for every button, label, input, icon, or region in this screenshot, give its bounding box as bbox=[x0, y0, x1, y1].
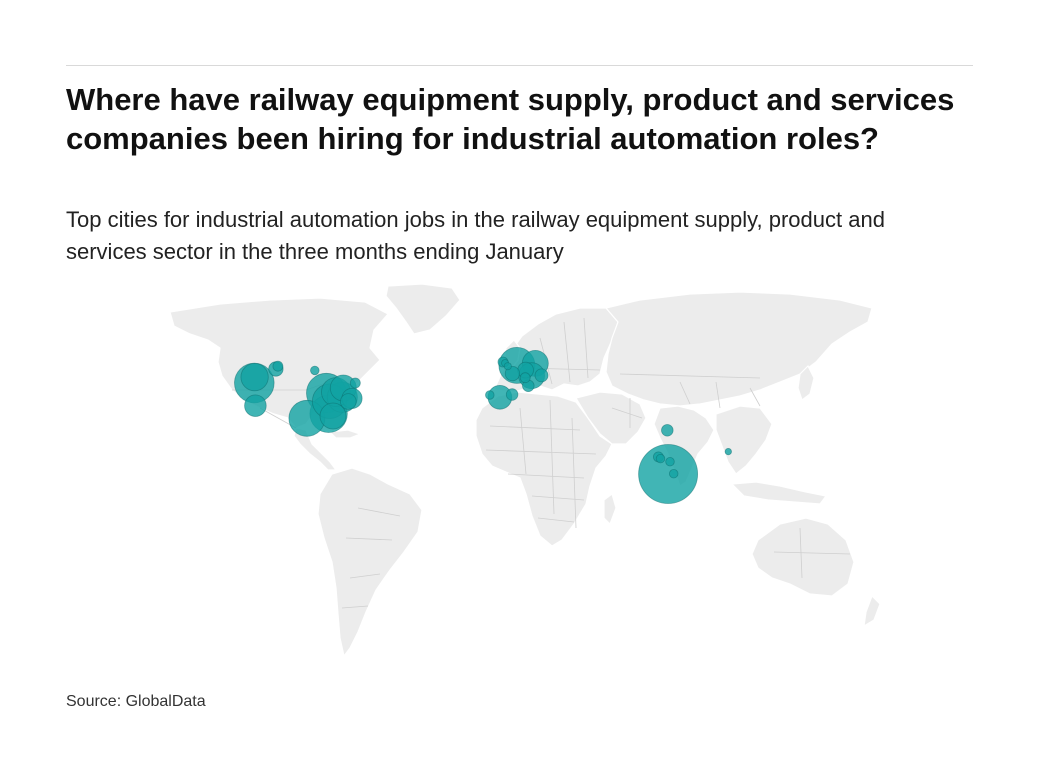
city-bubble bbox=[661, 424, 674, 437]
city-bubble bbox=[272, 360, 284, 372]
city-bubble bbox=[340, 393, 357, 410]
world-map-svg bbox=[169, 283, 880, 658]
land-australia bbox=[751, 517, 855, 597]
land-greenland bbox=[385, 283, 461, 335]
city-bubble bbox=[638, 444, 699, 504]
chart-title: Where have railway equipment supply, pro… bbox=[66, 82, 955, 156]
border-middle-east bbox=[611, 398, 643, 428]
border-australia bbox=[773, 527, 851, 579]
city-bubble bbox=[349, 377, 361, 389]
city-bubble bbox=[310, 365, 320, 376]
land-south-america bbox=[317, 467, 423, 658]
city-bubble bbox=[665, 456, 675, 467]
city-bubble bbox=[669, 468, 679, 479]
border-asia bbox=[619, 373, 761, 409]
source-note: Source: GlobalData bbox=[66, 693, 206, 710]
top-divider bbox=[66, 65, 973, 66]
land-japan bbox=[797, 364, 815, 401]
land-new-zealand bbox=[863, 594, 880, 628]
city-bubbles bbox=[234, 347, 732, 504]
city-bubble bbox=[503, 362, 512, 371]
land-russia-asia bbox=[604, 291, 873, 407]
city-bubble bbox=[244, 394, 267, 417]
city-bubble bbox=[534, 368, 549, 383]
border-south-america bbox=[341, 507, 401, 609]
land-central-america bbox=[293, 427, 338, 471]
city-bubble bbox=[485, 390, 495, 400]
land-madagascar bbox=[603, 492, 617, 526]
land-middle-east bbox=[575, 391, 647, 445]
land-africa bbox=[475, 391, 613, 547]
land-caribbean bbox=[328, 429, 362, 439]
chart-subtitle: Top cities for industrial automation job… bbox=[66, 207, 885, 264]
city-bubble bbox=[505, 388, 519, 401]
city-bubble bbox=[655, 453, 666, 464]
city-bubble bbox=[724, 448, 732, 456]
city-bubble bbox=[319, 402, 347, 430]
city-bubble bbox=[519, 372, 531, 384]
land-indonesia bbox=[730, 481, 828, 505]
border-africa bbox=[485, 399, 597, 529]
landmass-layer bbox=[169, 283, 880, 658]
land-southeast-asia bbox=[715, 405, 773, 475]
world-map bbox=[160, 278, 880, 670]
city-bubble bbox=[240, 363, 269, 392]
